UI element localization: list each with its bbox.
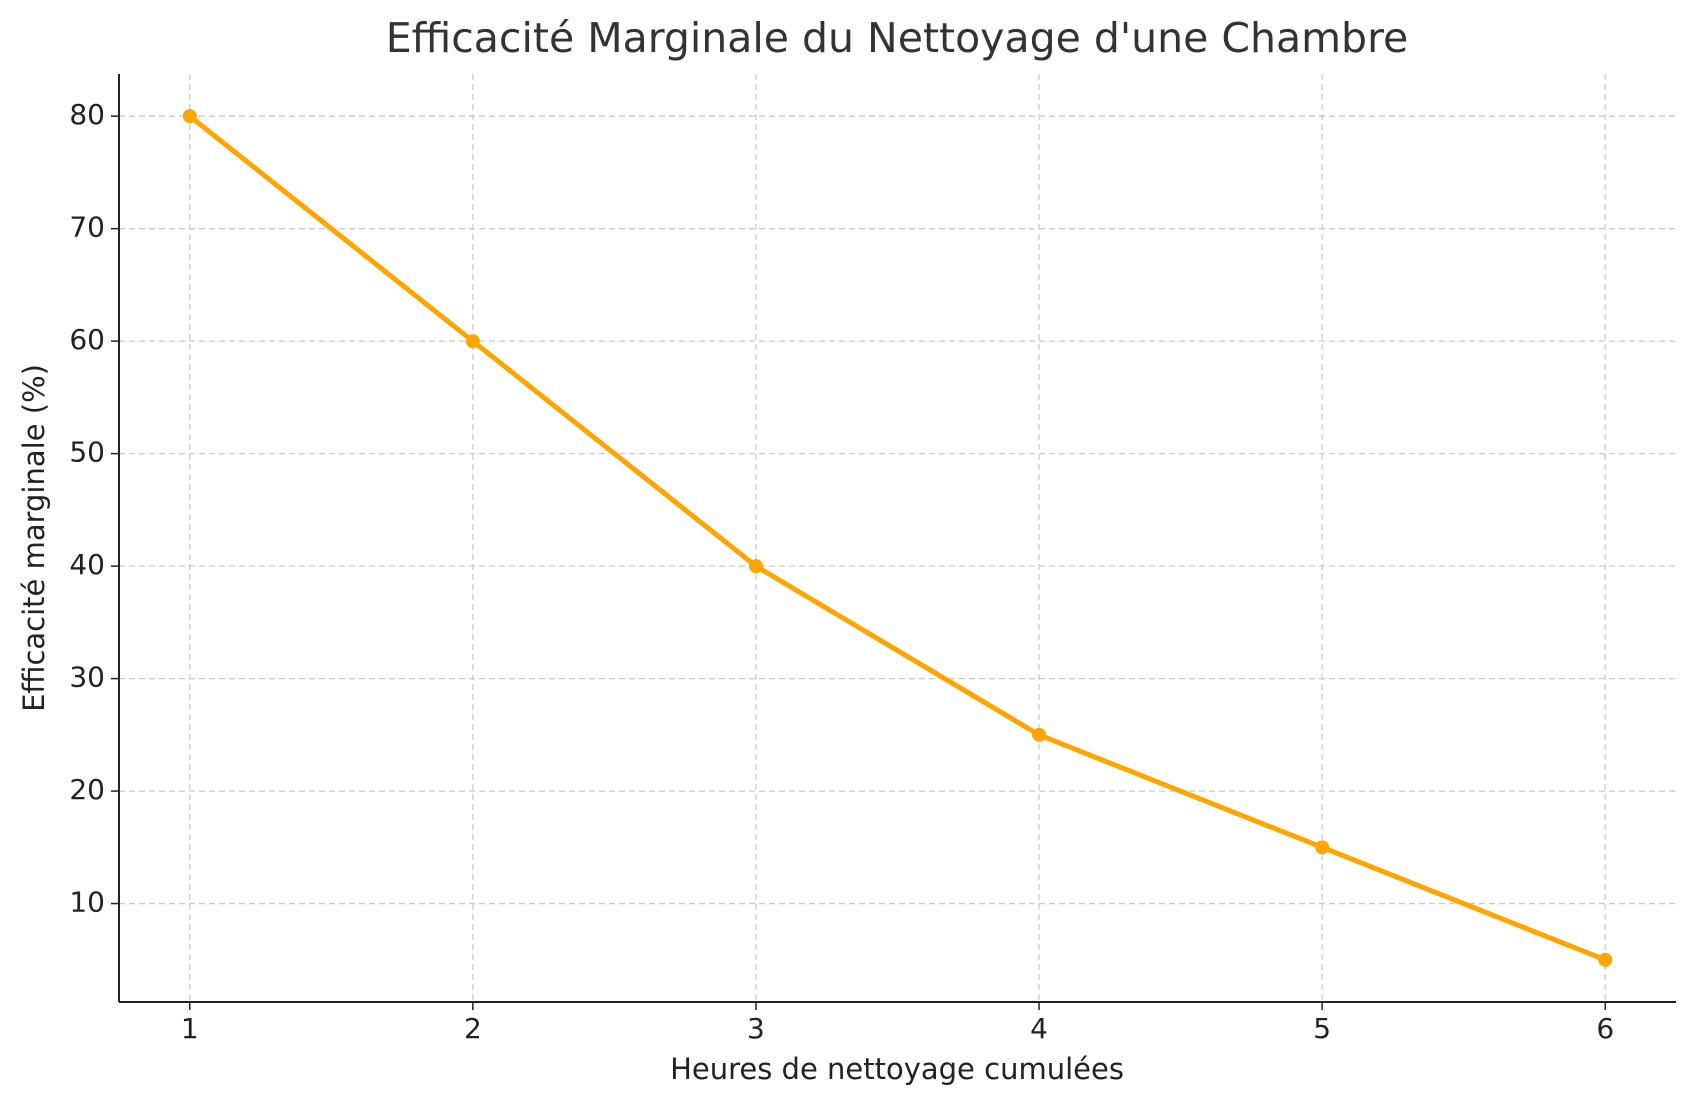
y-axis-label: Efficacité marginale (%)	[17, 364, 51, 712]
x-tick-label: 2	[464, 1012, 482, 1045]
point	[182, 109, 197, 124]
x-tick-label: 4	[1030, 1012, 1048, 1045]
x-tick-label: 1	[181, 1012, 199, 1045]
point	[1598, 952, 1613, 967]
y-tick-label: 60	[69, 323, 105, 356]
y-tick-label: 10	[69, 886, 105, 919]
point	[748, 559, 763, 574]
y-tick-label: 40	[69, 548, 105, 581]
y-tick-label: 20	[69, 773, 105, 806]
chart-title: Efficacité Marginale du Nettoyage d'une …	[386, 14, 1409, 62]
y-tick-label: 80	[69, 98, 105, 131]
point	[465, 334, 480, 349]
y-tick-label: 30	[69, 661, 105, 694]
x-axis-label: Heures de nettoyage cumulées	[670, 1052, 1124, 1086]
y-tick-label: 70	[69, 211, 105, 244]
x-tick-label: 6	[1596, 1012, 1614, 1045]
x-tick-label: 3	[747, 1012, 765, 1045]
y-tick-label: 50	[69, 436, 105, 469]
point	[1315, 840, 1330, 855]
line	[188, 114, 1607, 963]
point	[1032, 727, 1047, 742]
x-tick-label: 5	[1313, 1012, 1331, 1045]
